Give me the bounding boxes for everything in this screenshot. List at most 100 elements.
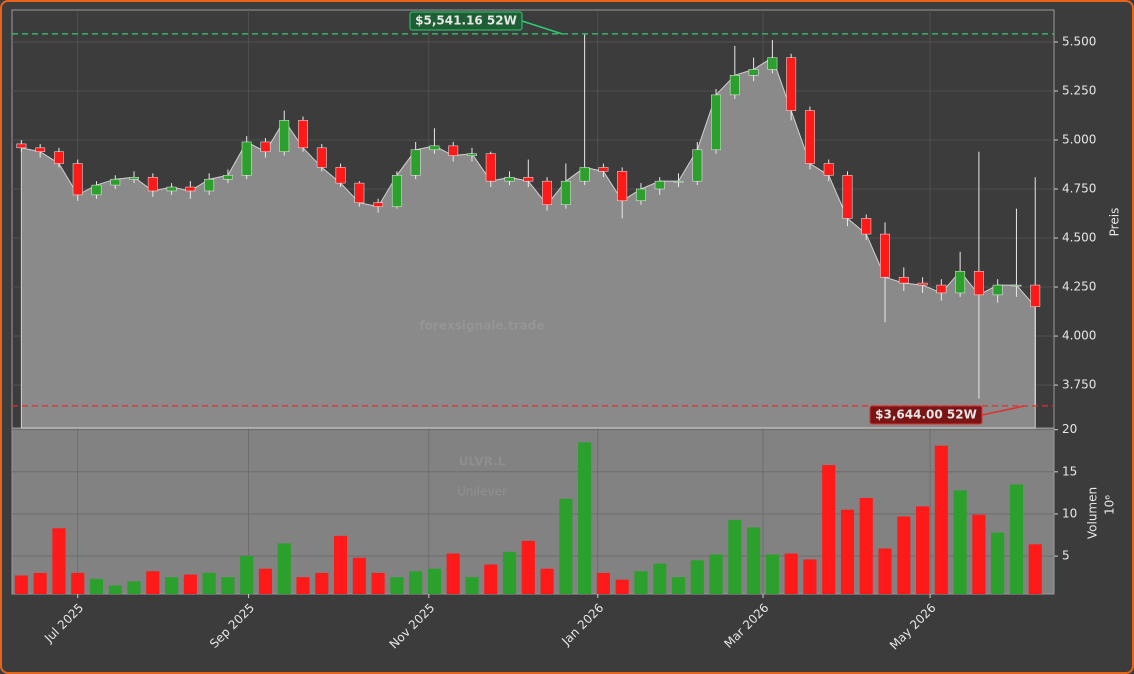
volume-bar: [183, 574, 197, 594]
candle-body: [692, 149, 703, 182]
candle-body: [373, 202, 384, 207]
candle-body: [579, 167, 590, 182]
volume-bar: [953, 490, 967, 594]
candle-body: [354, 182, 365, 203]
candle-body: [241, 141, 252, 176]
watermark: Unilever: [457, 485, 507, 499]
volume-bar: [1028, 544, 1042, 594]
x-tick-label: May 2026: [887, 601, 939, 653]
volume-bar: [465, 577, 479, 594]
candle-body: [147, 176, 158, 192]
candle-body: [955, 271, 966, 294]
candle-body: [166, 186, 177, 192]
x-tick-label: Jan 2026: [558, 601, 606, 649]
volume-bar: [352, 557, 366, 594]
candle-body: [917, 282, 928, 286]
volume-bar: [71, 572, 85, 594]
candle-body: [222, 175, 233, 180]
volume-bar: [897, 516, 911, 594]
candle-body: [129, 176, 139, 180]
annotation-arrow: [521, 20, 563, 35]
candle-body: [560, 180, 571, 205]
volume-bar: [615, 579, 629, 594]
volume-bar: [991, 532, 1005, 594]
volume-bar: [296, 577, 310, 594]
x-tick-label: Mar 2026: [721, 601, 771, 651]
volume-bar: [390, 577, 404, 594]
candle-body: [1030, 284, 1041, 307]
candle-body: [448, 145, 459, 156]
y-tick-label: 20: [1062, 422, 1077, 436]
volume-bar: [502, 551, 517, 594]
y-axis-label: Volumen: [1086, 487, 1100, 539]
annotation-box: [409, 11, 523, 31]
volume-bar: [221, 577, 235, 594]
candle-body: [786, 57, 797, 111]
annotation-box: [869, 405, 983, 425]
candle-body: [91, 184, 102, 196]
y-tick-label: 5.500: [1062, 34, 1096, 48]
price-area: [20, 56, 1036, 429]
candle-body: [748, 69, 759, 76]
candle-body: [842, 175, 853, 219]
volume-bar: [108, 585, 122, 594]
volume-bar: [765, 554, 779, 594]
candle-body: [260, 141, 271, 153]
y-tick-label: 4.000: [1062, 329, 1096, 343]
annotation-label: $3,644.00 52W: [875, 408, 977, 422]
candle-body: [335, 167, 346, 184]
candle-body: [410, 149, 421, 176]
volume-bar: [540, 568, 554, 594]
volume-bar: [146, 571, 160, 594]
candle-body: [279, 120, 290, 153]
volume-bar: [484, 564, 498, 594]
candle-body: [767, 57, 778, 70]
volume-bar: [89, 578, 104, 594]
candle-body: [898, 276, 909, 284]
volume-bar: [878, 548, 892, 594]
x-tick-label: Sep 2025: [207, 601, 257, 651]
y-axis-unit: 10⁶: [1103, 495, 1117, 515]
candle-body: [992, 284, 1003, 296]
volume-bar: [52, 528, 66, 594]
volume-bar: [596, 572, 610, 594]
volume-bar: [1009, 484, 1024, 594]
y-tick-label: 3.750: [1062, 378, 1096, 392]
y-tick-label: 10: [1062, 506, 1077, 520]
y-tick-label: 4.250: [1062, 280, 1096, 294]
volume-bar: [409, 571, 423, 594]
candle-body: [504, 176, 515, 182]
volume-bar: [671, 577, 686, 594]
volume-bar: [277, 543, 291, 594]
volume-bar: [33, 572, 47, 594]
volume-bar: [258, 568, 273, 594]
x-tick-label: Jul 2025: [41, 601, 86, 646]
candle-body: [16, 143, 27, 149]
candle-body: [316, 147, 327, 168]
candle-body: [35, 147, 46, 153]
volume-bar: [427, 568, 442, 594]
volume-bar: [578, 442, 592, 594]
candle-body: [523, 176, 534, 182]
candle-body: [485, 153, 496, 182]
candle-body: [542, 180, 553, 205]
volume-bar: [803, 559, 817, 594]
candle-body: [53, 151, 64, 164]
candle-body: [861, 218, 872, 235]
watermark: forexsignale.trade: [419, 319, 544, 333]
volume-bar: [840, 509, 855, 594]
x-tick-label: Nov 2025: [387, 601, 438, 652]
volume-bar: [240, 556, 254, 594]
candle-body: [467, 153, 477, 156]
y-tick-label: 5.000: [1062, 132, 1096, 146]
annotation-arrow: [981, 405, 1026, 416]
volume-bar: [127, 581, 141, 594]
volume-bar: [822, 465, 836, 594]
y-tick-label: 5: [1062, 549, 1070, 563]
candle-body: [72, 163, 83, 196]
y-tick-label: 4.750: [1062, 182, 1096, 196]
candle-body: [654, 180, 665, 190]
candle-body: [110, 178, 121, 186]
